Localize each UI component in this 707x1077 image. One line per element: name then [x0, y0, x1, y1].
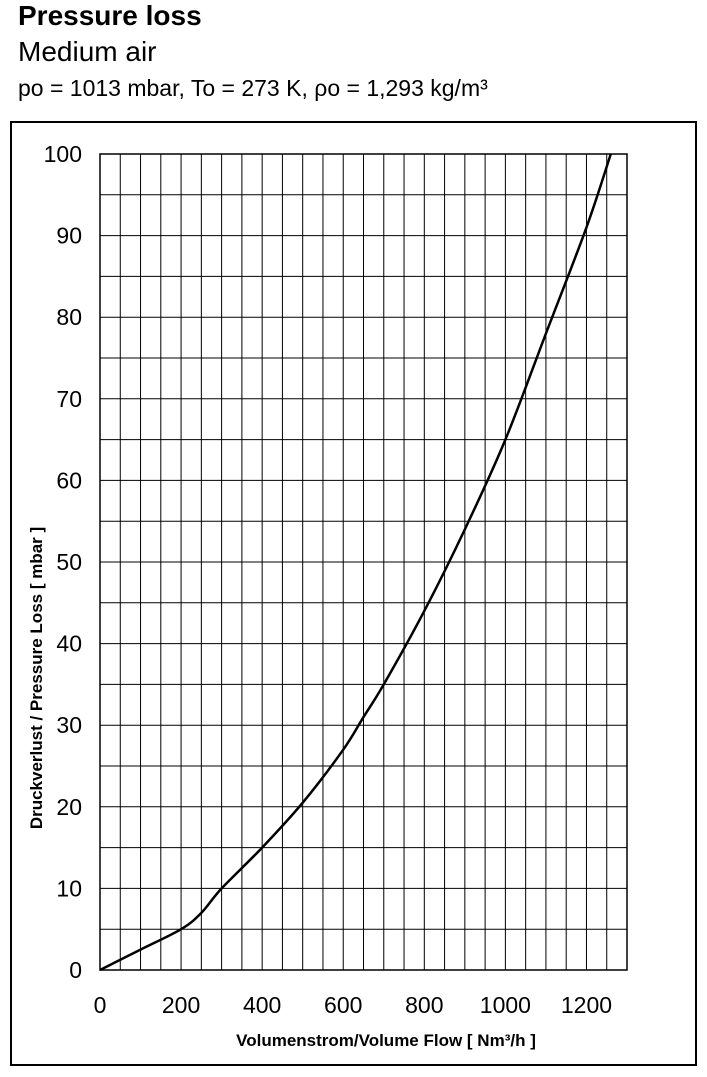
x-tick-label: 800: [405, 992, 443, 1018]
y-tick-label: 70: [56, 386, 82, 412]
x-axis-label: Volumenstrom/Volume Flow [ Nm³/h ]: [236, 1031, 536, 1050]
x-tick-label: 1200: [561, 992, 612, 1018]
y-tick-label: 30: [56, 712, 82, 738]
x-tick-label: 600: [324, 992, 362, 1018]
x-tick-label: 400: [243, 992, 281, 1018]
y-tick-label: 100: [44, 141, 82, 167]
y-tick-label: 20: [56, 794, 82, 820]
y-tick-label: 50: [56, 549, 82, 575]
x-tick-label: 0: [94, 992, 107, 1018]
y-tick-label: 40: [56, 631, 82, 657]
reference-conditions: po = 1013 mbar, To = 273 K, ρo = 1,293 k…: [18, 75, 488, 101]
y-tick-label: 60: [56, 467, 82, 493]
chart-title: Pressure loss: [18, 0, 202, 31]
y-tick-label: 0: [69, 957, 82, 983]
plot-area-border: [99, 153, 628, 971]
x-tick-label: 200: [162, 992, 200, 1018]
x-tick-label: 1000: [480, 992, 531, 1018]
y-axis-label: Druckverlust / Pressure Loss [ mbar ]: [27, 527, 46, 829]
chart-frame: [10, 121, 697, 1066]
y-tick-label: 10: [56, 875, 82, 901]
pressure-loss-curve: [99, 153, 612, 972]
y-tick-label: 90: [56, 223, 82, 249]
chart-subtitle: Medium air: [18, 36, 157, 67]
y-tick-label: 80: [56, 304, 82, 330]
